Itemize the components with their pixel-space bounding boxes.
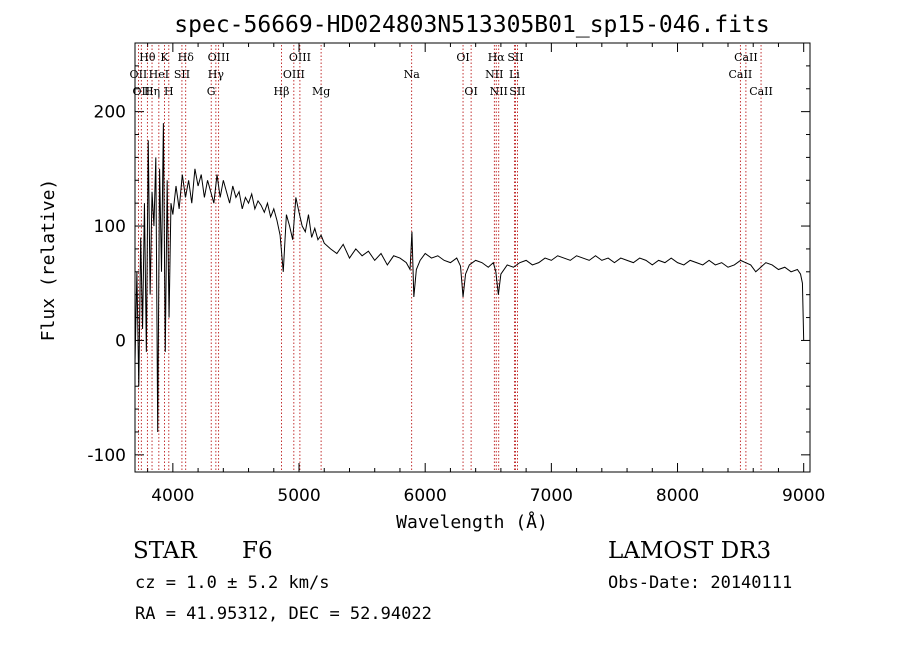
y-tick-label: 0 bbox=[115, 331, 126, 351]
chart-title: spec-56669-HD024803N513305B01_sp15-046.f… bbox=[174, 12, 769, 38]
line-marker-label: NII bbox=[490, 85, 508, 98]
line-marker-label: OII bbox=[130, 68, 148, 81]
y-tick-label: -100 bbox=[87, 446, 126, 466]
line-marker-label: Na bbox=[404, 68, 421, 81]
object-type: STAR bbox=[133, 538, 197, 564]
line-marker-label: Mg bbox=[312, 85, 330, 98]
line-marker-label: Hβ bbox=[274, 85, 290, 98]
line-marker-label: K bbox=[160, 51, 169, 64]
y-tick-label: 100 bbox=[94, 217, 126, 237]
line-marker-label: Hη bbox=[144, 85, 160, 98]
x-tick-label: 7000 bbox=[530, 486, 573, 506]
line-marker-label: HeI bbox=[149, 68, 169, 81]
line-marker-label: SII bbox=[507, 51, 523, 64]
line-marker-label: CaII bbox=[729, 68, 753, 81]
line-marker-layer bbox=[138, 45, 762, 472]
line-marker-label: Hγ bbox=[208, 68, 225, 81]
x-tick-label: 5000 bbox=[277, 486, 320, 506]
x-axis-label: Wavelength (Å) bbox=[396, 511, 548, 533]
line-marker-label: SII bbox=[509, 85, 525, 98]
line-marker-label: CaII bbox=[749, 85, 773, 98]
line-marker-label: Hα bbox=[488, 51, 506, 64]
y-axis-label: Flux (relative) bbox=[38, 179, 59, 342]
line-marker-label: Li bbox=[509, 68, 520, 81]
x-tick-label: 4000 bbox=[151, 486, 194, 506]
line-marker-label: NII bbox=[485, 68, 503, 81]
survey-name: LAMOST DR3 bbox=[608, 538, 772, 564]
plot-frame bbox=[134, 42, 811, 473]
flux-series-flux bbox=[134, 123, 805, 432]
line-marker-label: OII bbox=[132, 85, 150, 98]
line-marker-label: H bbox=[164, 85, 174, 98]
line-marker-label: Hδ bbox=[178, 51, 195, 64]
x-tick-label: 9000 bbox=[782, 486, 825, 506]
line-marker-label: OI bbox=[456, 51, 469, 64]
line-marker-label-layer: OIIOIIHθHηHeIKHSIIHδGHγOIIIHβOIIIOIIIMgN… bbox=[130, 51, 773, 98]
spectral-class: F6 bbox=[242, 538, 273, 564]
tick-layer: 4000 5000 6000 7000 8000 9000 -100 0 100 200 bbox=[87, 42, 825, 506]
line-marker-label: OIII bbox=[283, 68, 305, 81]
cz-line: cz = 1.0 ± 5.2 km/s bbox=[135, 573, 330, 593]
line-marker-label: CaII bbox=[734, 51, 758, 64]
y-tick-label: 200 bbox=[94, 103, 126, 123]
x-tick-label: 6000 bbox=[404, 486, 447, 506]
series-layer bbox=[134, 123, 805, 432]
radec-line: RA = 41.95312, DEC = 52.94022 bbox=[135, 604, 432, 624]
line-marker-label: G bbox=[207, 85, 216, 98]
obs-date: Obs-Date: 20140111 bbox=[608, 573, 793, 593]
line-marker-label: SII bbox=[174, 68, 190, 81]
line-marker-label: OI bbox=[464, 85, 477, 98]
x-tick-label: 8000 bbox=[656, 486, 699, 506]
line-marker-label: OIII bbox=[208, 51, 230, 64]
line-marker-label: OIII bbox=[289, 51, 311, 64]
line-marker-label: Hθ bbox=[139, 51, 156, 64]
